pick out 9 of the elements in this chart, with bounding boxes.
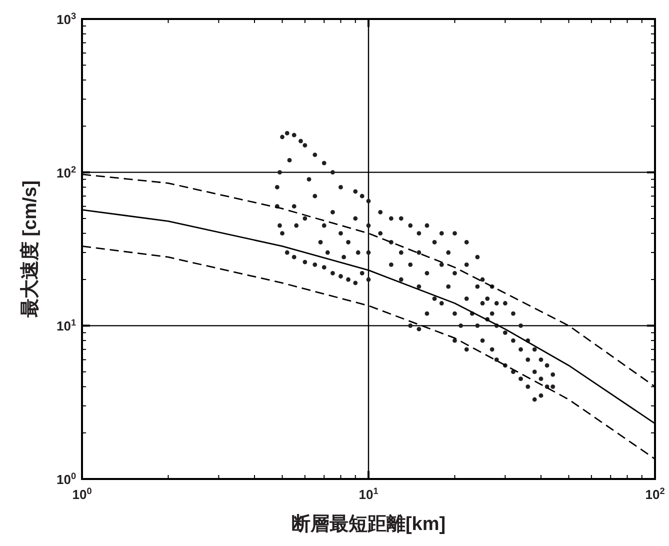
x-tick-label: 10$^{1}$ [358,486,378,502]
y-tick-label: 10$^{3}$ [56,11,76,27]
x-tick-label: 10$^{2}$ [645,486,665,502]
x-axis-title: 断層最短距離[km] [291,513,446,535]
y-tick-label: 10$^{0}$ [56,471,76,487]
y-axis-title: 最大速度 [cm/s] [19,180,41,319]
y-tick-label: 10$^{2}$ [56,164,76,180]
x-tick-label: 10$^{0}$ [72,486,92,502]
y-tick-label: 10$^{1}$ [56,318,76,334]
